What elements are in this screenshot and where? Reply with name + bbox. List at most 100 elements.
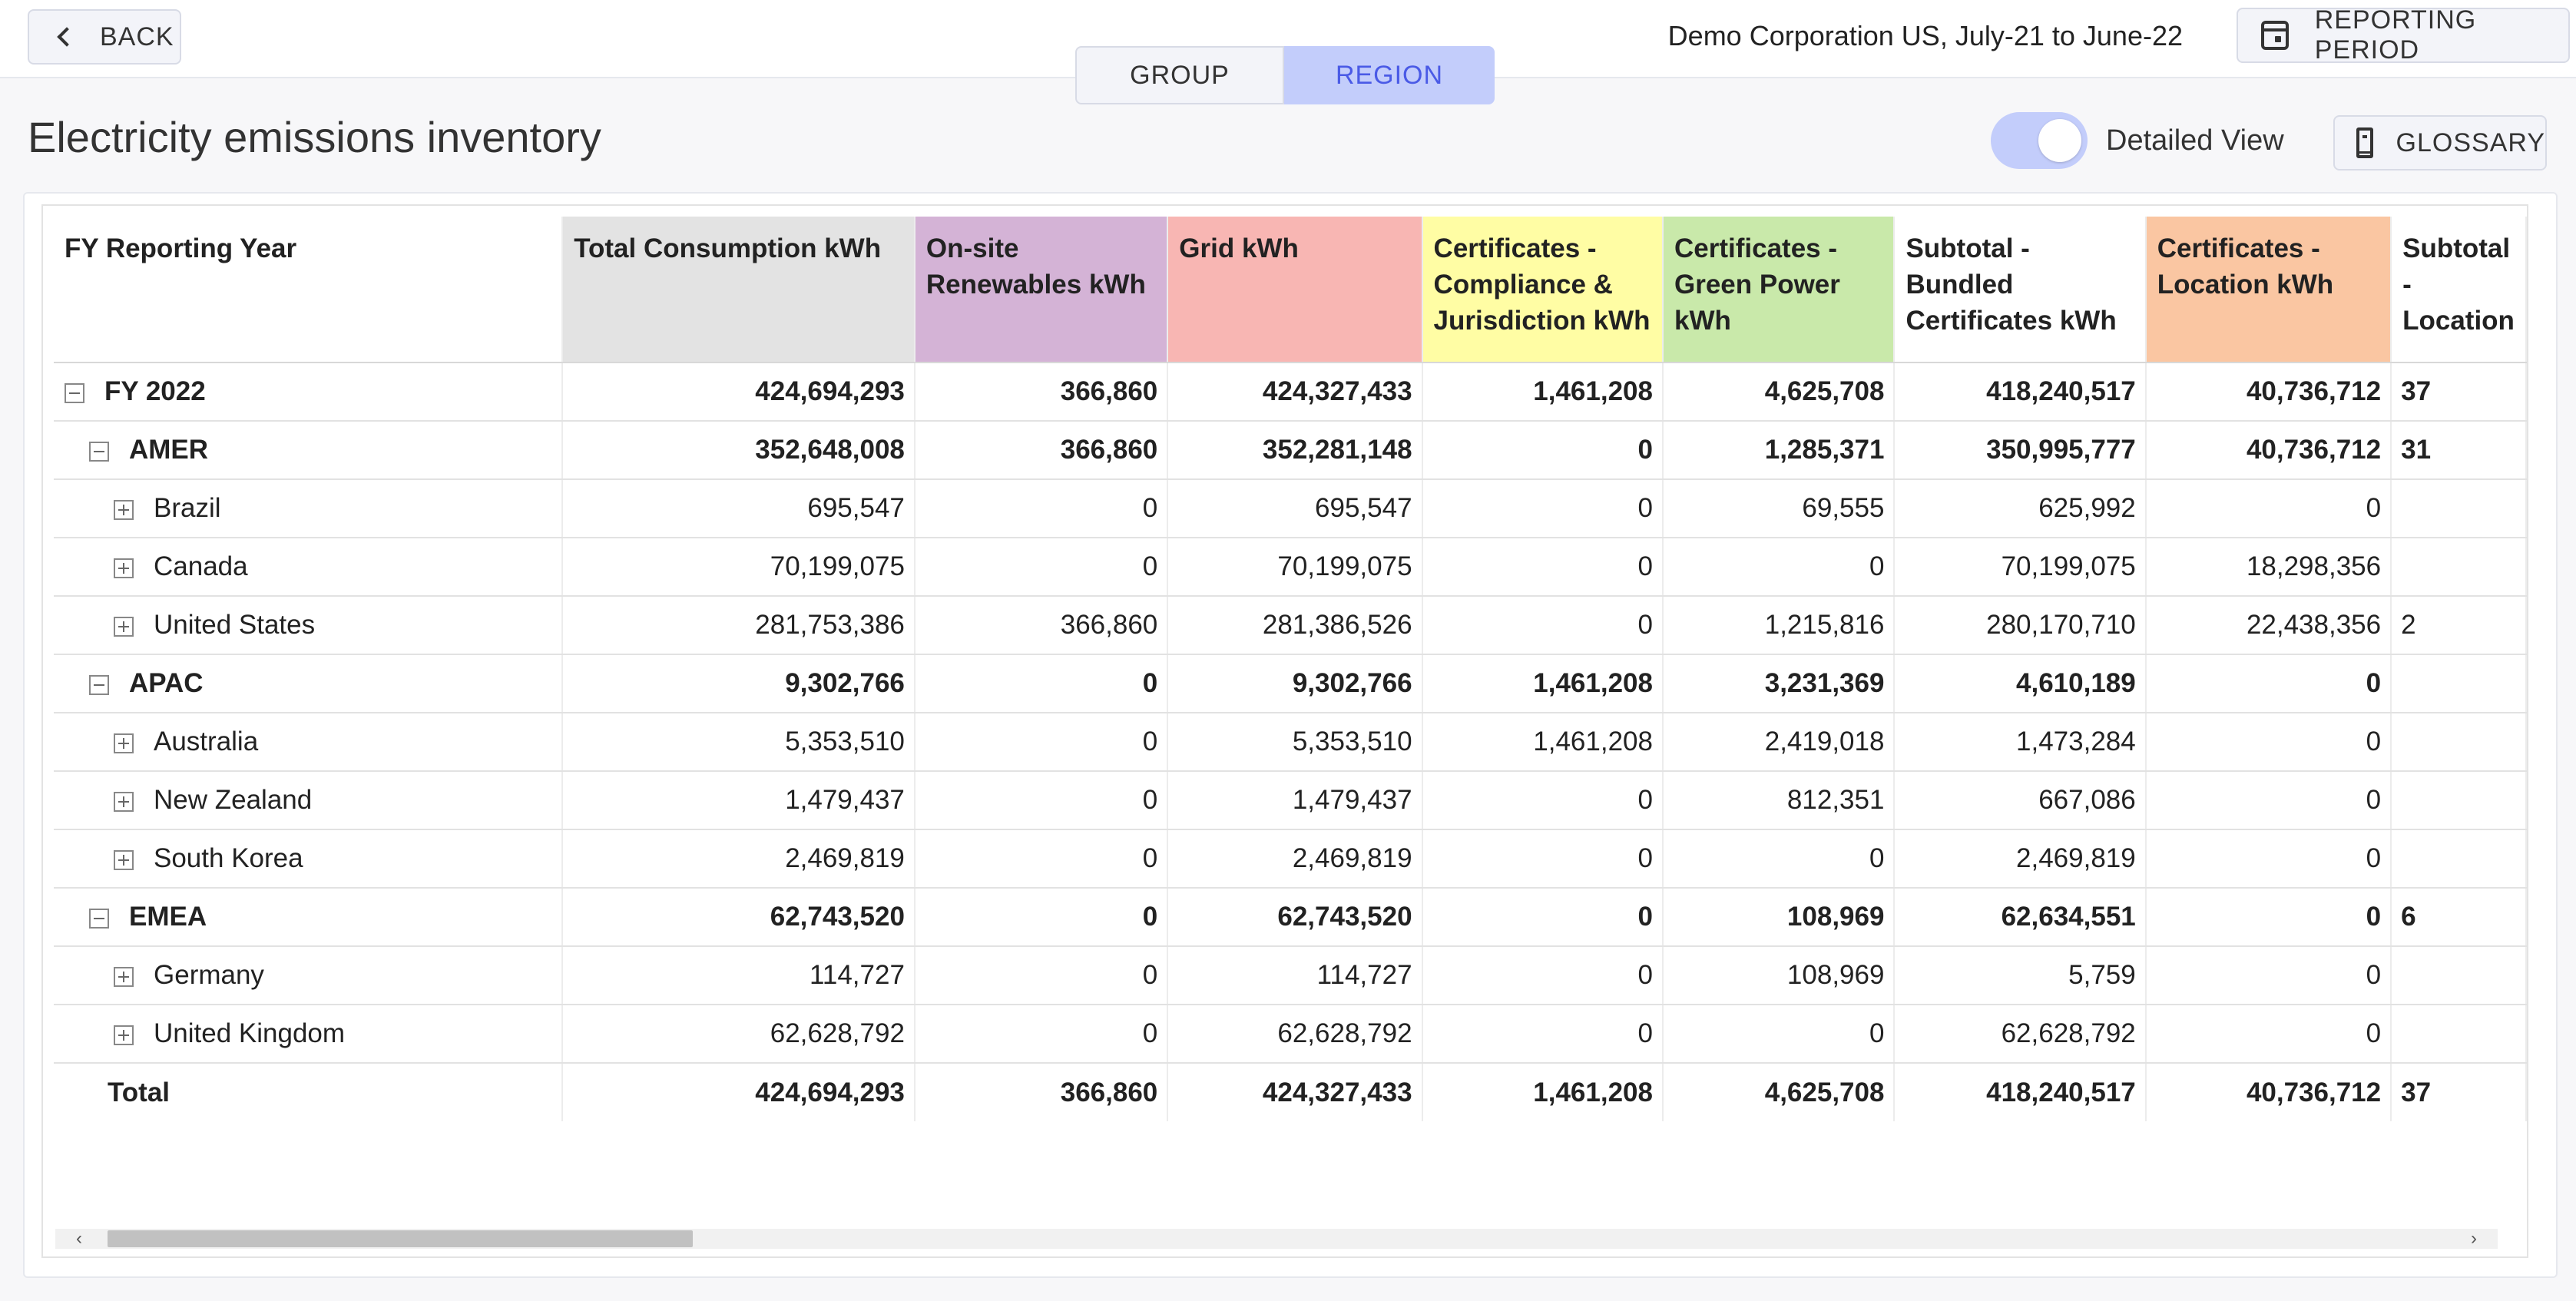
horizontal-scrollbar[interactable]: ‹ ›	[55, 1229, 2498, 1249]
table-cell: 22,438,356	[2145, 596, 2392, 655]
table-cell: 2	[2391, 596, 2527, 655]
table-cell: 0	[2145, 654, 2392, 713]
total-cell: 4,625,708	[1662, 1063, 1896, 1121]
table-cell: 0	[914, 888, 1169, 947]
top-bar: BACK Demo Corporation US, July-21 to Jun…	[0, 0, 2576, 78]
emissions-table: FY Reporting Year Total Consumption kWh On…	[54, 217, 2527, 1121]
table-cell: 0	[2145, 479, 2392, 538]
tab-region[interactable]: REGION	[1284, 46, 1495, 104]
table-cell: 62,628,792	[1167, 1005, 1423, 1064]
expand-icon[interactable]	[114, 791, 134, 812]
company-period-text: Demo Corporation US, July-21 to June-22	[1667, 20, 2183, 51]
table-cell: 1,461,208	[1422, 654, 1664, 713]
table-cell: 812,351	[1662, 771, 1896, 830]
table-cell: 0	[1662, 1005, 1896, 1064]
column-header[interactable]: Certificates - Green Power kWh	[1662, 217, 1896, 363]
back-button[interactable]: BACK	[28, 9, 181, 65]
table-container: FY Reporting Year Total Consumption kWh On…	[41, 204, 2528, 1258]
row-label: EMEA	[129, 902, 207, 932]
table-cell: 352,648,008	[562, 421, 916, 480]
expand-icon[interactable]	[114, 558, 134, 578]
table-cell: 0	[1422, 829, 1664, 889]
calendar-icon	[2261, 21, 2289, 50]
total-cell: 40,736,712	[2145, 1063, 2392, 1121]
table-cell: 40,736,712	[2145, 362, 2392, 422]
table-cell	[2391, 713, 2527, 772]
table-cell: 0	[914, 946, 1169, 1005]
scroll-right-arrow[interactable]: ›	[2471, 1228, 2477, 1249]
total-cell: 37	[2391, 1063, 2527, 1121]
table-cell: 418,240,517	[1894, 362, 2147, 422]
expand-icon[interactable]	[114, 733, 134, 753]
expand-icon[interactable]	[114, 616, 134, 637]
table-cell: 62,628,792	[562, 1005, 916, 1064]
table-cell: 366,860	[914, 596, 1169, 655]
book-icon	[2356, 127, 2373, 158]
collapse-icon[interactable]	[89, 441, 109, 462]
table-cell: 0	[1662, 829, 1896, 889]
table-cell: 281,386,526	[1167, 596, 1423, 655]
collapse-icon[interactable]	[65, 382, 84, 403]
column-header[interactable]: On-site Renewables kWh	[914, 217, 1169, 363]
table-cell: 62,743,520	[562, 888, 916, 947]
expand-icon[interactable]	[114, 849, 134, 870]
table-cell: 0	[1422, 888, 1664, 947]
table-row: Canada 70,199,075 0 70,199,075 0 0 70,199,075 1…	[54, 538, 2527, 597]
table-cell: 625,992	[1894, 479, 2147, 538]
column-header[interactable]: Subtotal - Bundled Certificates kWh	[1894, 217, 2147, 363]
page-title: Electricity emissions inventory	[28, 113, 601, 161]
table-row: Brazil 695,547 0 695,547 0 69,555 625,992 0	[54, 479, 2527, 538]
scrollbar-thumb[interactable]	[108, 1230, 693, 1247]
table-cell: 0	[1662, 538, 1896, 597]
table-cell: 40,736,712	[2145, 421, 2392, 480]
table-cell: 1,473,284	[1894, 713, 2147, 772]
table-cell	[2391, 479, 2527, 538]
table-cell: 5,353,510	[562, 713, 916, 772]
collapse-icon[interactable]	[89, 674, 109, 695]
table-cell: 350,995,777	[1894, 421, 2147, 480]
column-header[interactable]: Certificates - Compliance & Jurisdiction…	[1422, 217, 1664, 363]
collapse-icon[interactable]	[89, 908, 109, 929]
table-cell: 5,353,510	[1167, 713, 1423, 772]
table-cell: 9,302,766	[562, 654, 916, 713]
table-row: FY 2022 424,694,293 366,860 424,327,433 1,46…	[54, 362, 2527, 422]
column-header[interactable]: Subtotal - Location	[2391, 217, 2527, 363]
table-cell: 0	[914, 538, 1169, 597]
table-cell: 108,969	[1662, 946, 1896, 1005]
table-cell: 366,860	[914, 362, 1169, 422]
table-cell: 2,469,819	[562, 829, 916, 889]
total-cell: 424,694,293	[562, 1063, 916, 1121]
row-label: Australia	[154, 727, 259, 756]
expand-icon[interactable]	[114, 499, 134, 520]
column-header[interactable]: Certificates - Location kWh	[2145, 217, 2392, 363]
table-cell: 18,298,356	[2145, 538, 2392, 597]
table-cell: 62,628,792	[1894, 1005, 2147, 1064]
table-cell	[2391, 946, 2527, 1005]
table-cell: 1,479,437	[562, 771, 916, 830]
column-header[interactable]: Total Consumption kWh	[562, 217, 916, 363]
row-label: Canada	[154, 551, 248, 581]
table-cell: 2,469,819	[1167, 829, 1423, 889]
table-cell: 0	[914, 479, 1169, 538]
column-header[interactable]: Grid kWh	[1167, 217, 1423, 363]
row-label: United Kingdom	[154, 1018, 346, 1048]
table-cell	[2391, 538, 2527, 597]
table-cell: 4,625,708	[1662, 362, 1896, 422]
table-cell: 0	[1422, 538, 1664, 597]
scroll-left-arrow[interactable]: ‹	[76, 1228, 82, 1249]
expand-icon[interactable]	[114, 1025, 134, 1045]
table-row: EMEA 62,743,520 0 62,743,520 0 108,969 62,634,…	[54, 888, 2527, 947]
table-cell: 0	[1422, 946, 1664, 1005]
table-row: Germany 114,727 0 114,727 0 108,969 5,759 0	[54, 946, 2527, 1005]
column-header[interactable]: FY Reporting Year	[54, 217, 564, 363]
table-row: South Korea 2,469,819 0 2,469,819 0 0 2,469,81…	[54, 829, 2527, 889]
tab-group[interactable]: GROUP	[1075, 46, 1284, 104]
reporting-period-button[interactable]: REPORTING PERIOD	[2237, 5, 2570, 65]
expand-icon[interactable]	[114, 966, 134, 987]
glossary-button[interactable]: GLOSSARY	[2333, 115, 2547, 170]
detailed-view-toggle[interactable]	[1991, 112, 2088, 169]
table-cell: 31	[2391, 421, 2527, 480]
table-cell: 9,302,766	[1167, 654, 1423, 713]
row-label: United States	[154, 610, 316, 640]
table-cell	[2391, 829, 2527, 889]
